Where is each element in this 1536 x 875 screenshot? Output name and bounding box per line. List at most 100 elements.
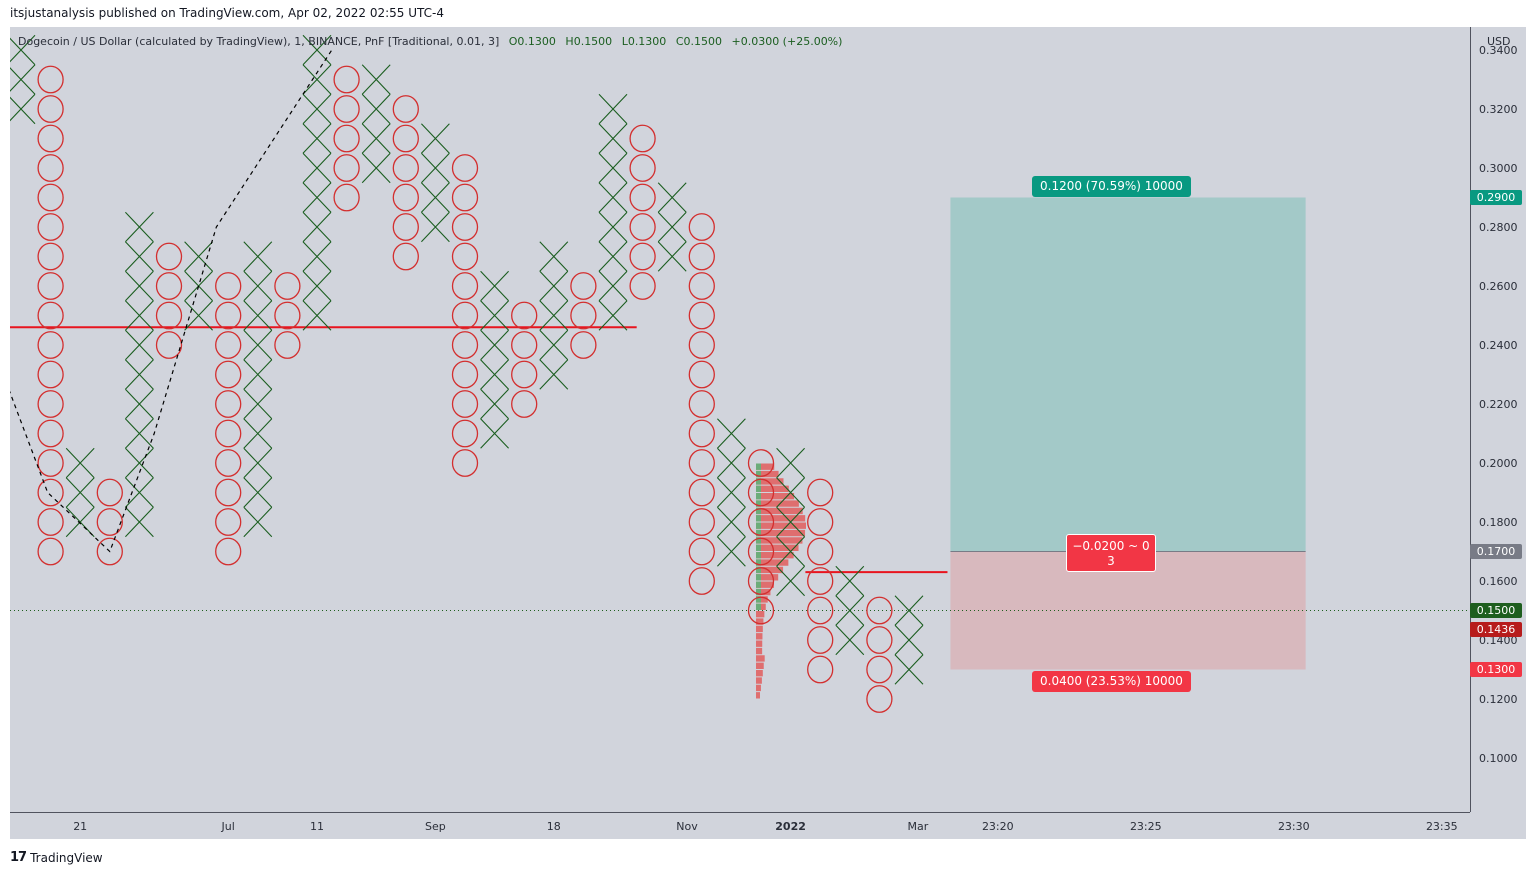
volume-profile-up-bar: [756, 507, 761, 515]
o-box: [807, 596, 834, 625]
target-label[interactable]: 0.1200 (70.59%) 10000: [1032, 175, 1191, 197]
volume-profile-up-bar: [756, 500, 761, 507]
time-tick-label: Sep: [425, 820, 446, 833]
x-column: [717, 418, 746, 567]
stop-label[interactable]: 0.0400 (23.53%) 10000: [1032, 670, 1191, 692]
o-column: [451, 154, 479, 477]
x-box: [361, 152, 391, 184]
x-box: [10, 34, 36, 66]
o-box: [570, 301, 597, 330]
x-box: [421, 152, 450, 184]
o-box: [688, 242, 715, 271]
volume-profile-up-bar: [756, 603, 761, 610]
x-box: [125, 329, 154, 361]
volume-profile-up-bar: [756, 515, 761, 522]
o-box: [37, 508, 64, 536]
volume-profile-bar: [756, 515, 806, 522]
volume-profile-bar: [756, 633, 763, 640]
o-box: [747, 596, 775, 625]
o-box: [333, 65, 360, 94]
x-box: [243, 418, 273, 449]
change-value: +0.0300 (+25.00%): [731, 35, 843, 48]
o-column: [866, 596, 893, 713]
x-box: [243, 270, 273, 302]
o-box: [37, 478, 64, 507]
volume-profile-bar: [756, 522, 806, 529]
volume-profile-up-bar: [756, 529, 761, 537]
volume-profile-bar: [756, 640, 763, 647]
x-column: [657, 182, 687, 272]
trend-line[interactable]: [3, 49, 333, 553]
x-box: [480, 270, 509, 302]
o-box: [629, 242, 656, 271]
x-column: [894, 595, 924, 685]
o-box: [96, 478, 123, 507]
x-box: [539, 329, 569, 361]
x-box: [421, 211, 450, 243]
x-box: [243, 506, 273, 538]
o-box: [215, 301, 242, 330]
x-box: [539, 270, 569, 302]
x-column: [776, 447, 805, 597]
o-box: [37, 419, 64, 448]
x-box: [598, 123, 628, 154]
volume-profile-up-bar: [756, 552, 761, 559]
o-column: [511, 301, 538, 418]
x-column: [539, 241, 569, 390]
o-box: [688, 419, 715, 448]
x-column: [184, 241, 213, 331]
o-box: [807, 508, 834, 536]
o-box: [215, 537, 242, 566]
x-box: [302, 300, 332, 331]
x-box: [125, 388, 154, 420]
x-box: [717, 506, 746, 538]
x-box: [10, 93, 36, 125]
o-column: [807, 478, 834, 684]
x-box: [480, 359, 509, 390]
x-box: [835, 624, 865, 656]
symbol-description[interactable]: Dogecoin / US Dollar (calculated by Trad…: [18, 35, 500, 48]
currency-label[interactable]: USD: [1487, 35, 1511, 48]
x-box: [361, 93, 391, 125]
volume-profile-bar: [756, 493, 795, 500]
risk-reward-label[interactable]: −0.0200 ~ 0 3: [1066, 534, 1156, 572]
o-column: [392, 95, 419, 271]
price-tick-label: 0.3000: [1479, 162, 1518, 175]
chart-legend[interactable]: Dogecoin / US Dollar (calculated by Trad…: [18, 35, 842, 48]
volume-profile-bar: [756, 478, 784, 485]
x-box: [302, 123, 332, 154]
price-axis-tag: 0.1436: [1470, 621, 1522, 637]
o-box: [215, 449, 242, 477]
o-box: [392, 242, 419, 271]
time-tick-label: 23:25: [1130, 820, 1162, 833]
x-column: [480, 270, 509, 449]
x-column: [10, 34, 36, 125]
o-box: [37, 301, 64, 330]
o-box: [629, 272, 656, 300]
o-box: [37, 537, 64, 566]
x-column: [598, 93, 628, 331]
x-box: [302, 182, 332, 213]
x-box: [125, 418, 154, 449]
o-box: [629, 154, 656, 182]
profit-zone[interactable]: [950, 197, 1306, 552]
volume-profile-up-bar: [756, 522, 761, 529]
x-box: [10, 64, 36, 95]
open-value: O0.1300: [508, 35, 556, 48]
o-column: [155, 242, 183, 359]
o-box: [333, 124, 360, 153]
brand-name: TradingView: [30, 850, 103, 865]
x-box: [598, 152, 628, 184]
x-box: [480, 329, 509, 361]
x-box: [598, 182, 628, 213]
x-box: [243, 447, 273, 479]
footer[interactable]: 𝟭𝟳 TradingView: [10, 850, 103, 865]
o-box: [37, 213, 64, 241]
time-tick-label: 11: [310, 820, 324, 833]
x-box: [598, 211, 628, 243]
x-box: [65, 506, 95, 538]
volume-profile-bar: [756, 537, 803, 544]
o-box: [96, 508, 123, 536]
x-box: [717, 418, 746, 449]
